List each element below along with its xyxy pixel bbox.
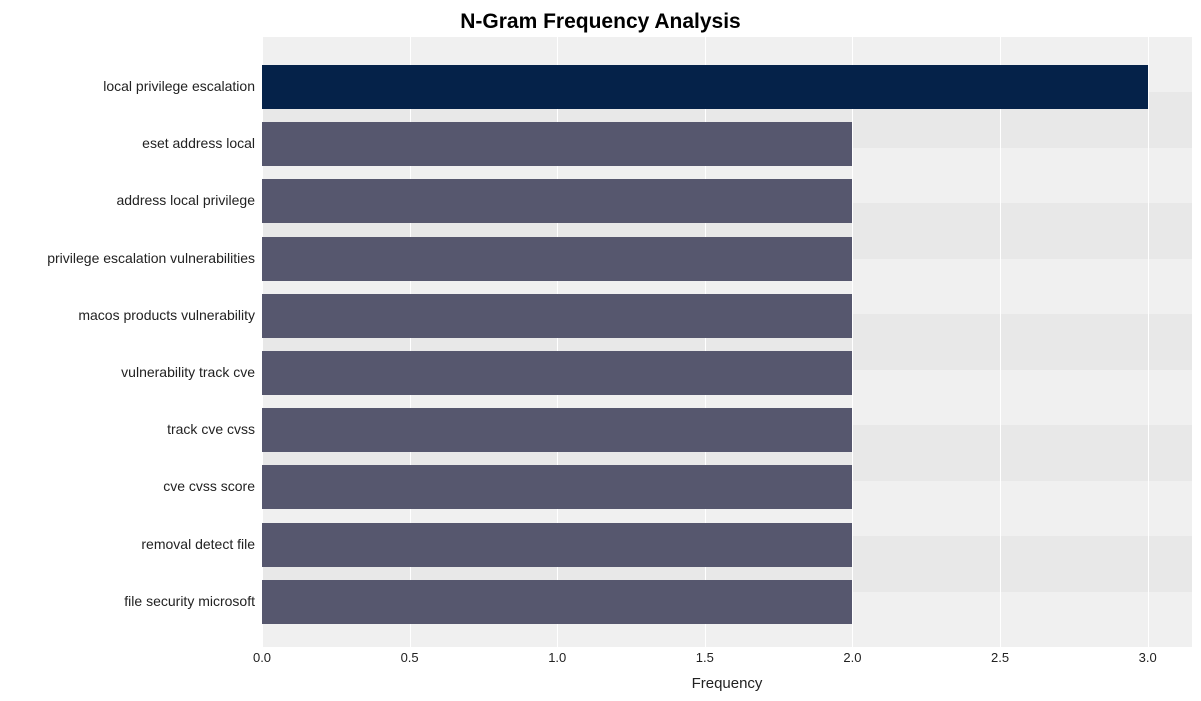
bar <box>262 294 852 338</box>
y-tick-label: removal detect file <box>141 536 255 552</box>
bar <box>262 65 1148 109</box>
x-tick-label: 0.0 <box>253 650 271 665</box>
gridline <box>852 37 853 647</box>
y-tick-label: local privilege escalation <box>103 78 255 94</box>
x-tick-label: 1.0 <box>548 650 566 665</box>
y-tick-label: cve cvss score <box>163 478 255 494</box>
bar <box>262 580 852 624</box>
bar <box>262 179 852 223</box>
plot-area <box>262 37 1192 647</box>
y-tick-label: eset address local <box>142 135 255 151</box>
y-tick-label: address local privilege <box>116 192 255 208</box>
bar <box>262 523 852 567</box>
x-tick-label: 3.0 <box>1139 650 1157 665</box>
y-tick-label: macos products vulnerability <box>78 307 255 323</box>
x-tick-label: 2.5 <box>991 650 1009 665</box>
bar <box>262 122 852 166</box>
x-tick-label: 1.5 <box>696 650 714 665</box>
chart-title: N-Gram Frequency Analysis <box>0 10 1201 34</box>
gridline <box>1000 37 1001 647</box>
y-tick-label: track cve cvss <box>167 421 255 437</box>
y-tick-label: vulnerability track cve <box>121 364 255 380</box>
x-tick-label: 2.0 <box>843 650 861 665</box>
x-axis-label: Frequency <box>262 675 1192 692</box>
bar <box>262 408 852 452</box>
bar <box>262 351 852 395</box>
gridline <box>1148 37 1149 647</box>
x-tick-label: 0.5 <box>401 650 419 665</box>
y-tick-label: file security microsoft <box>124 593 255 609</box>
bar <box>262 237 852 281</box>
y-tick-label: privilege escalation vulnerabilities <box>47 250 255 266</box>
bar <box>262 465 852 509</box>
